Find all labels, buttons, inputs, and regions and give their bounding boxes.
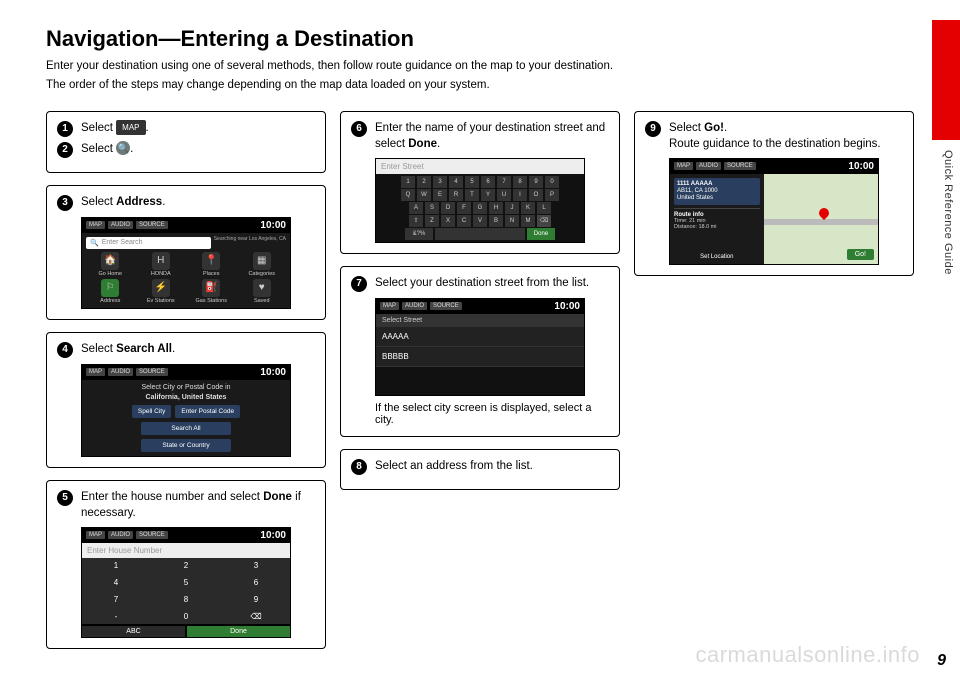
- search-icon: 🔍: [116, 141, 130, 155]
- screenshot-3: MAPAUDIOSOURCE 10:00 🔍Enter Search Searc…: [81, 217, 291, 309]
- step-8-text: Select an address from the list.: [375, 458, 609, 474]
- side-red-tab: [932, 20, 960, 140]
- column-1: 1 Select MAP. 2 Select 🔍. 3 Select Ad: [46, 111, 326, 649]
- column-2: 6 Enter the name of your destination str…: [340, 111, 620, 490]
- spell-city-button[interactable]: Spell City: [132, 405, 171, 418]
- numpad[interactable]: 123 456 789 -0⌫: [82, 558, 290, 624]
- screenshot-9: MAPAUDIOSOURCE 10:00 1111 AAAAA AB11, CA…: [669, 158, 879, 265]
- step-1-text: Select MAP.: [81, 120, 315, 136]
- postal-code-button[interactable]: Enter Postal Code: [175, 405, 240, 418]
- intro-line-1: Enter your destination using one of seve…: [46, 58, 920, 75]
- step-2-text: Select 🔍.: [81, 141, 315, 157]
- card-step-5: 5 Enter the house number and select Done…: [46, 480, 326, 649]
- step-badge-8: 8: [351, 459, 367, 475]
- step-badge-3: 3: [57, 195, 73, 211]
- side-section-label: Quick Reference Guide: [942, 150, 954, 275]
- card-step-8: 8 Select an address from the list.: [340, 449, 620, 490]
- step-7-note: If the select city screen is displayed, …: [375, 402, 609, 426]
- card-step-4: 4 Select Search All. MAPAUDIOSOURCE 10:0…: [46, 332, 326, 468]
- column-3: 9 Select Go!. Route guidance to the dest…: [634, 111, 914, 276]
- page-title: Navigation—Entering a Destination: [46, 26, 920, 52]
- house-number-input[interactable]: Enter House Number: [82, 543, 290, 558]
- search-input[interactable]: 🔍Enter Search: [86, 237, 211, 249]
- step-badge-7: 7: [351, 276, 367, 292]
- step-badge-1: 1: [57, 121, 73, 137]
- step-badge-6: 6: [351, 121, 367, 137]
- card-step-3: 3 Select Address. MAPAUDIOSOURCE 10:00 🔍…: [46, 185, 326, 320]
- step-9-text: Select Go!. Route guidance to the destin…: [669, 120, 903, 152]
- list-item[interactable]: AAAAA: [376, 327, 584, 347]
- map-preview: Go!: [764, 174, 878, 264]
- destination-icon-grid: 🏠Go Home HHONDA 📍Places ▦Categories ⚐Add…: [86, 252, 286, 304]
- step-badge-5: 5: [57, 490, 73, 506]
- step-6-text: Enter the name of your destination stree…: [375, 120, 609, 152]
- map-chip: MAP: [116, 120, 145, 135]
- done-button[interactable]: Done: [527, 228, 555, 240]
- screenshot-4: MAPAUDIOSOURCE 10:00 Select City or Post…: [81, 364, 291, 457]
- street-input[interactable]: Enter Street: [376, 159, 584, 174]
- intro-line-2: The order of the steps may change depend…: [46, 77, 920, 94]
- card-step-6: 6 Enter the name of your destination str…: [340, 111, 620, 254]
- screenshot-6: Enter Street 1234567890 QWERTYUIOP ASDFG…: [375, 158, 585, 243]
- card-steps-1-2: 1 Select MAP. 2 Select 🔍.: [46, 111, 326, 173]
- list-item[interactable]: BBBBB: [376, 347, 584, 367]
- done-button[interactable]: Done: [187, 626, 290, 637]
- step-4-text: Select Search All.: [81, 341, 315, 357]
- step-badge-9: 9: [645, 121, 661, 137]
- step-5-text: Enter the house number and select Done i…: [81, 489, 315, 521]
- step-3-text: Select Address.: [81, 194, 315, 210]
- page-number: 9: [937, 652, 946, 670]
- step-badge-2: 2: [57, 142, 73, 158]
- screenshot-7: MAPAUDIOSOURCE 10:00 Select Street AAAAA…: [375, 298, 585, 396]
- card-step-9: 9 Select Go!. Route guidance to the dest…: [634, 111, 914, 276]
- card-step-7: 7 Select your destination street from th…: [340, 266, 620, 437]
- step-badge-4: 4: [57, 342, 73, 358]
- state-country-button[interactable]: State or Country: [141, 439, 231, 452]
- watermark: carmanualsonline.info: [695, 642, 920, 668]
- screenshot-5: MAPAUDIOSOURCE 10:00 Enter House Number …: [81, 527, 291, 638]
- keyboard[interactable]: 1234567890 QWERTYUIOP ASDFGHJKL ⇧ ZXCVBN…: [376, 174, 584, 242]
- search-all-button[interactable]: Search All: [141, 422, 231, 435]
- go-button[interactable]: Go!: [847, 249, 874, 260]
- step-7-text: Select your destination street from the …: [375, 275, 609, 291]
